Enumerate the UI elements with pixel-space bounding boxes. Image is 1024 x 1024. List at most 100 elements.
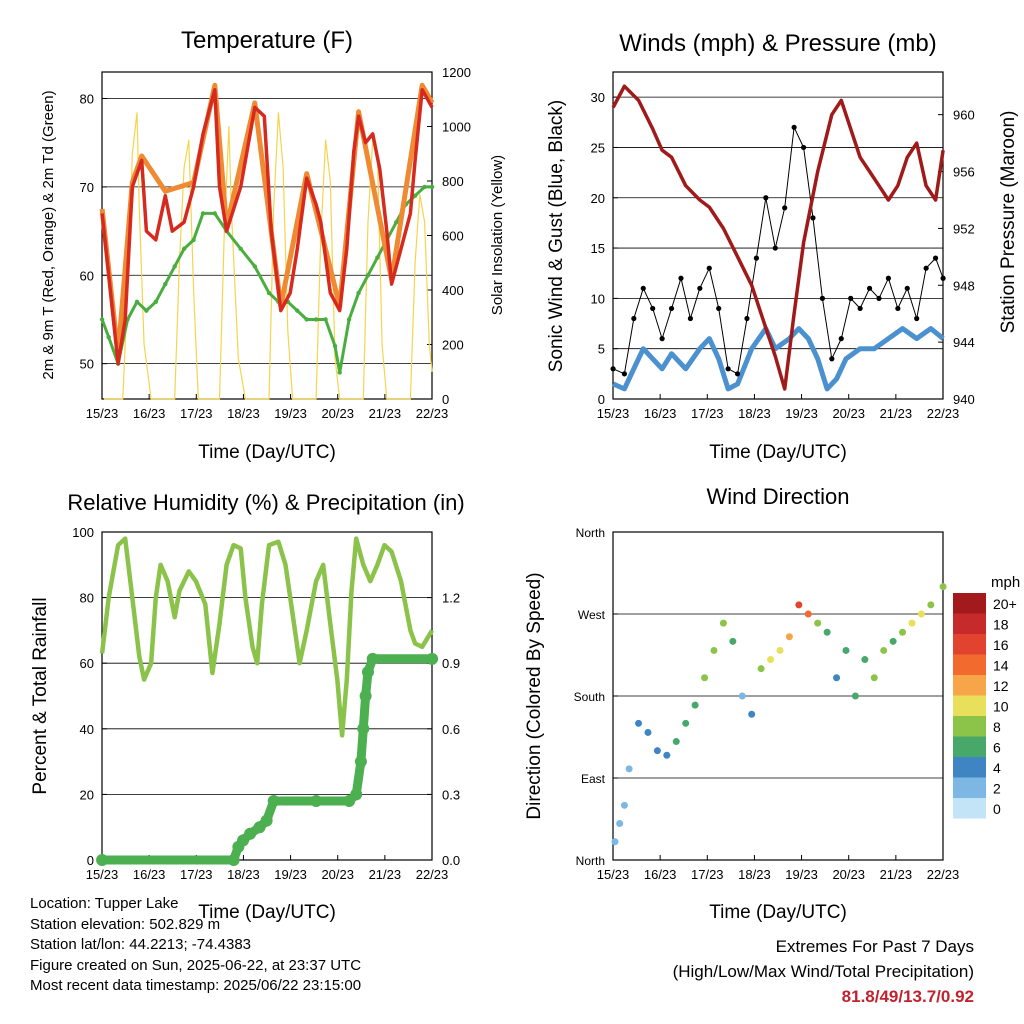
temp-9m-line (99, 82, 435, 358)
temperature-right-tick-label: 0 (442, 392, 449, 407)
winds-x-tick-label: 18/23 (738, 406, 771, 421)
rainfall-line-point (361, 665, 374, 678)
winds-right-tick-label: 944 (953, 335, 975, 350)
legend-label: 10 (993, 699, 1009, 715)
station-pressure-line (611, 84, 945, 391)
winds-left-tick-label: 5 (598, 342, 605, 357)
legend-swatch (953, 695, 986, 716)
extremes-box: Extremes For Past 7 Days (High/Low/Max W… (673, 934, 974, 1009)
direction-point (870, 674, 878, 682)
legend-swatch (953, 654, 986, 675)
dewpoint-line-point (212, 211, 217, 216)
info-recent: Most recent data timestamp: 2025/06/22 2… (30, 977, 362, 994)
gust-line-point (640, 285, 646, 291)
legend-swatch (953, 634, 986, 655)
direction-point (899, 628, 907, 636)
temperature-right-tick-label: 1000 (442, 120, 471, 135)
legend-label: 12 (993, 678, 1009, 694)
legend-swatch (953, 777, 986, 798)
winds-x-tick-label: 21/23 (880, 406, 913, 421)
gust-line-point (621, 371, 628, 377)
gust-line-point (932, 255, 939, 261)
gust-line-point (610, 366, 616, 372)
direction-point (785, 633, 793, 641)
winds-xlabel: Time (Day/UTC) (709, 442, 847, 463)
rainfall-line-point (354, 755, 367, 768)
winds-plot-frame (612, 71, 944, 400)
dewpoint-line-point (365, 273, 371, 278)
rainfall-line-point (244, 827, 257, 840)
gust-line-point (866, 285, 873, 291)
direction-point (823, 628, 831, 636)
direction-point (644, 728, 652, 736)
dewpoint-line-point (346, 317, 352, 322)
humidity-x-tick-label: 20/23 (321, 867, 354, 882)
direction-panel: Wind Direction Direction (Colored By Spe… (524, 484, 1020, 923)
gust-line-point (829, 356, 835, 362)
solar-insolation-line (104, 112, 433, 400)
direction-x-tick-label: 19/23 (785, 867, 818, 882)
humidity-left-tick-label: 0 (87, 853, 94, 868)
dewpoint-line-point (134, 299, 140, 304)
gust-line-point (819, 295, 826, 301)
winds-x-tick-label: 22/23 (927, 406, 960, 421)
winds-left-tick-label: 10 (591, 291, 605, 306)
legend-label: 18 (993, 617, 1009, 633)
gust-line-point (810, 215, 816, 221)
dewpoint-line-point (106, 334, 111, 340)
gust-line-point (876, 295, 882, 301)
direction-x-tick-label: 18/23 (738, 867, 771, 882)
winds-x-tick-label: 19/23 (785, 406, 818, 421)
direction-point (880, 646, 888, 654)
gust-line-point (650, 305, 656, 312)
direction-point (611, 838, 619, 846)
rainfall-line-point (310, 794, 323, 807)
direction-point (701, 674, 709, 682)
direction-point (663, 751, 671, 759)
humidity-x-tick-label: 19/23 (274, 867, 307, 882)
rainfall-line-point (96, 854, 109, 866)
direction-title: Wind Direction (706, 484, 849, 509)
humidity-plot-frame (101, 531, 433, 861)
gust-line-point (668, 305, 675, 312)
gust-line-point (857, 305, 863, 312)
direction-point (635, 719, 643, 727)
temperature-right-tick-label: 1200 (442, 65, 471, 80)
legend-label: 6 (993, 740, 1001, 756)
legend-label: 8 (993, 719, 1001, 735)
humidity-title: Relative Humidity (%) & Precipitation (i… (67, 490, 464, 515)
direction-point (842, 646, 850, 654)
legend-label: 14 (993, 658, 1009, 674)
info-created: Figure created on Sun, 2025-06-22, at 23… (30, 956, 362, 974)
dewpoint-line-point (394, 220, 399, 225)
direction-point (776, 646, 784, 654)
direction-point (710, 646, 718, 654)
direction-point (833, 674, 841, 682)
temperature-x-tick-label: 17/23 (180, 406, 213, 421)
rainfall-line-point (350, 788, 363, 801)
temperature-right-tick-label: 600 (442, 229, 464, 244)
humidity-x-tick-label: 16/23 (133, 867, 166, 882)
dewpoint-line-point (332, 343, 338, 349)
gust-line-point (800, 144, 807, 151)
gust-line-point (687, 315, 694, 322)
direction-point (767, 656, 775, 664)
humidity-left-tick-label: 80 (80, 591, 94, 606)
temperature-right-tick-label: 400 (442, 283, 464, 298)
winds-right-tick-label: 960 (953, 108, 975, 123)
direction-left-tick-label: North (576, 854, 605, 868)
station-info: Location: Tupper Lake Station elevation:… (30, 894, 361, 997)
gust-line-point (725, 366, 731, 372)
dewpoint-line-point (200, 211, 206, 216)
gust-line-point (697, 285, 703, 291)
legend-swatch (953, 613, 986, 634)
dewpoint-line-point (238, 246, 243, 251)
direction-point (738, 692, 746, 700)
temperature-x-tick-label: 22/23 (416, 406, 449, 421)
legend-label: 4 (993, 760, 1001, 776)
gust-line-point (838, 336, 844, 342)
winds-right-tick-label: 948 (953, 278, 975, 293)
direction-left-tick-label: West (578, 608, 606, 622)
winds-x-tick-label: 17/23 (691, 406, 724, 421)
